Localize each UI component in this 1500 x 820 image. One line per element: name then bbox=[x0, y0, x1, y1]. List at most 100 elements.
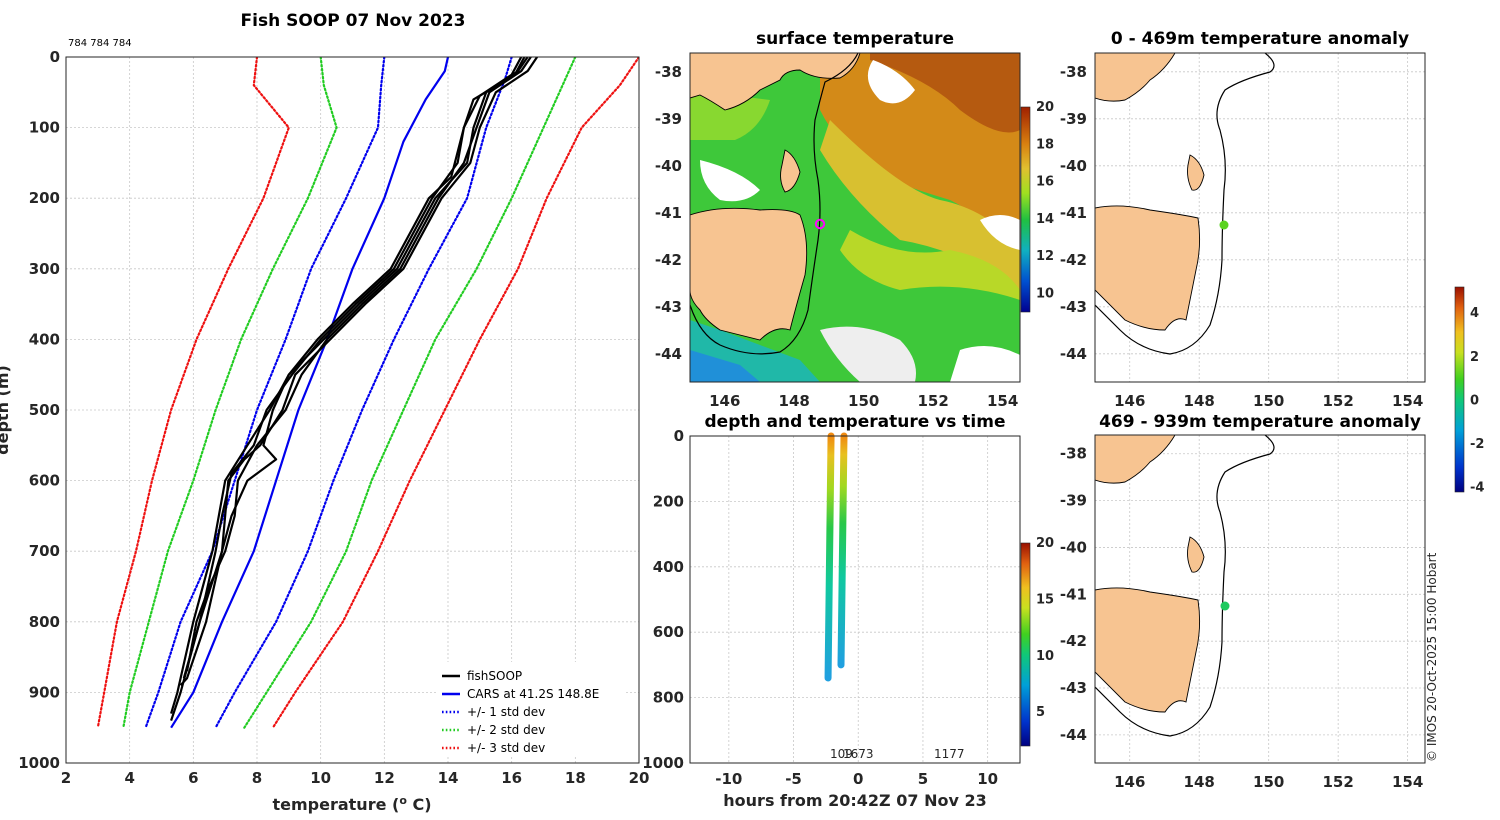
anomaly-1-victoria-land bbox=[1095, 53, 1176, 102]
lon-tick-label: 148 bbox=[779, 392, 810, 410]
y-tick-label: 900 bbox=[29, 683, 60, 701]
lon-tick-label: 148 bbox=[1184, 773, 1215, 791]
legend-label: CARS at 41.2S 148.8E bbox=[467, 687, 599, 701]
anomaly-2-title: 469 - 939m temperature anomaly bbox=[1099, 412, 1421, 432]
colorbar-tick-label: 10 bbox=[1036, 286, 1054, 301]
profile-grid bbox=[65, 56, 640, 764]
series-line bbox=[170, 57, 526, 714]
cast-track bbox=[824, 432, 835, 682]
lat-tick-label: -42 bbox=[655, 251, 682, 269]
y-tick-label: 1000 bbox=[642, 754, 684, 772]
profile-title: Fish SOOP 07 Nov 2023 bbox=[241, 11, 466, 31]
time-colorbar bbox=[1020, 542, 1031, 747]
lon-tick-label: 152 bbox=[1323, 392, 1354, 410]
anomaly-2-frame bbox=[1094, 434, 1426, 764]
lon-tick-label: 154 bbox=[987, 392, 1018, 410]
anomaly-2-y-ticks: -38 -39 -40 -41 -42 -43 -44 bbox=[1060, 445, 1087, 744]
colorbar-tick-label: 2 bbox=[1470, 350, 1479, 365]
anomaly-1-frame bbox=[1094, 52, 1426, 383]
anomaly-2-tasmania-land bbox=[1095, 587, 1201, 713]
anomaly-1-cast-marker bbox=[1219, 220, 1229, 230]
x-tick-label: 6 bbox=[188, 769, 198, 787]
lat-tick-label: -43 bbox=[655, 298, 682, 316]
y-tick-label: 800 bbox=[653, 689, 684, 707]
sst-frame bbox=[689, 52, 1021, 383]
lat-tick-label: -39 bbox=[655, 110, 682, 128]
lon-tick-label: 150 bbox=[1253, 773, 1284, 791]
lat-tick-label: -44 bbox=[1060, 726, 1087, 744]
anomaly-2-flinders-land bbox=[1187, 536, 1205, 573]
anomaly-map-1-panel: 0 - 469m temperature anomaly 146 148 150 15… bbox=[1060, 29, 1426, 410]
profile-corner-note: 784 784 784 bbox=[68, 38, 132, 49]
anomaly-2-coast bbox=[1095, 435, 1275, 737]
colorbar-tick-label: 5 bbox=[1036, 705, 1045, 720]
y-tick-label: 600 bbox=[653, 623, 684, 641]
colorbar-tick-label: 20 bbox=[1036, 100, 1054, 115]
lat-tick-label: -40 bbox=[1060, 157, 1087, 175]
x-tick-label: 20 bbox=[629, 769, 650, 787]
sst-colorbar-ticks: 10 12 14 16 18 20 bbox=[1036, 100, 1054, 301]
x-tick-label: -5 bbox=[785, 770, 802, 788]
x-tick-label: 5 bbox=[918, 770, 928, 788]
time-panel: depth and temperature vs time -10 -5 0 5 10 … bbox=[642, 412, 1054, 810]
y-tick-label: 600 bbox=[29, 472, 60, 490]
lat-tick-label: -44 bbox=[1060, 345, 1087, 363]
anomaly-1-title: 0 - 469m temperature anomaly bbox=[1111, 29, 1409, 49]
colorbar-tick-label: -2 bbox=[1470, 437, 1484, 452]
colorbar-tick-label: 14 bbox=[1036, 212, 1054, 227]
lat-tick-label: -42 bbox=[1060, 251, 1087, 269]
lat-tick-label: -42 bbox=[1060, 632, 1087, 650]
credit-text: © IMOS 20-Oct-2025 15:00 Hobart bbox=[1425, 552, 1439, 762]
lon-tick-label: 146 bbox=[1114, 392, 1145, 410]
lat-tick-label: -40 bbox=[655, 157, 682, 175]
sst-tasmania-land bbox=[690, 207, 808, 341]
colorbar-tick-label: -4 bbox=[1470, 481, 1484, 496]
x-tick-label: 10 bbox=[310, 769, 331, 787]
lon-tick-label: 148 bbox=[1184, 392, 1215, 410]
colorbar-tick-label: 16 bbox=[1036, 175, 1054, 190]
lon-tick-label: 154 bbox=[1392, 773, 1423, 791]
series-line bbox=[122, 57, 338, 729]
y-tick-label: 0 bbox=[674, 427, 684, 445]
colorbar-tick-label: 4 bbox=[1470, 306, 1479, 321]
x-tick-label: 4 bbox=[124, 769, 134, 787]
sst-victoria-land bbox=[690, 53, 861, 111]
anomaly-colorbar-group: 4 2 0 -2 -4 bbox=[1454, 286, 1484, 496]
time-x-ticks: -10 -5 0 5 10 bbox=[715, 770, 998, 788]
anomaly-2-victoria-land bbox=[1095, 435, 1176, 484]
lat-tick-label: -41 bbox=[1060, 204, 1087, 222]
time-x-label: hours from 20:42Z 07 Nov 23 bbox=[723, 791, 986, 810]
lat-tick-label: -44 bbox=[655, 345, 682, 363]
sst-x-ticks: 146 148 150 152 154 bbox=[709, 392, 1018, 410]
anomaly-colorbar-ticks: 4 2 0 -2 -4 bbox=[1470, 306, 1484, 495]
time-colorbar-ticks: 5 10 15 20 bbox=[1036, 536, 1054, 720]
y-tick-label: 400 bbox=[653, 558, 684, 576]
series-line bbox=[144, 57, 386, 729]
y-tick-label: 100 bbox=[29, 119, 60, 137]
profile-y-ticks: 0 100 200 300 400 500 600 700 800 900 1000 bbox=[18, 48, 60, 772]
legend-label: +/- 1 std dev bbox=[467, 705, 545, 719]
lat-tick-label: -43 bbox=[1060, 679, 1087, 697]
y-tick-label: 200 bbox=[29, 189, 60, 207]
anomaly-1-y-ticks: -38 -39 -40 -41 -42 -43 -44 bbox=[1060, 63, 1087, 363]
colorbar-tick-label: 18 bbox=[1036, 137, 1054, 152]
sst-field bbox=[690, 53, 1020, 382]
profile-legend: fishSOOP CARS at 41.2S 148.8E +/- 1 std de… bbox=[436, 662, 626, 756]
lon-tick-label: 146 bbox=[709, 392, 740, 410]
series-line bbox=[170, 57, 539, 721]
profile-lines bbox=[96, 57, 639, 729]
lon-tick-label: 152 bbox=[1323, 773, 1354, 791]
x-tick-label: 14 bbox=[438, 769, 459, 787]
sst-cast-marker bbox=[814, 218, 826, 230]
lon-tick-label: 146 bbox=[1114, 773, 1145, 791]
anomaly-1-flinders-land bbox=[1187, 154, 1205, 191]
anomaly-2-x-ticks: 146 148 150 152 154 bbox=[1114, 773, 1423, 791]
colorbar-tick-label: 15 bbox=[1036, 592, 1054, 607]
series-line bbox=[96, 57, 290, 729]
sst-colorbar bbox=[1020, 106, 1031, 313]
x-tick-label: 10 bbox=[977, 770, 998, 788]
anomaly-2-cast-marker bbox=[1220, 601, 1230, 611]
lat-tick-label: -38 bbox=[655, 63, 682, 81]
lat-tick-label: -38 bbox=[1060, 63, 1087, 81]
y-tick-label: 0 bbox=[50, 48, 60, 66]
